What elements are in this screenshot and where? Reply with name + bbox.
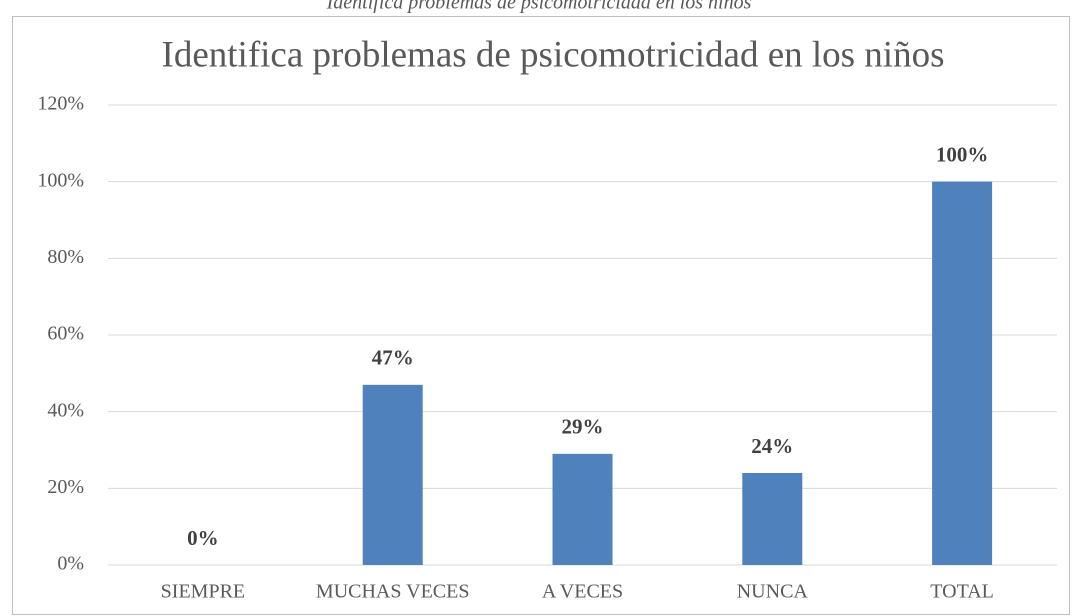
y-tick-label: 0% — [57, 553, 84, 575]
x-tick-label: MUCHAS VECES — [316, 581, 470, 603]
chart-title: Identifica problemas de psicomotricidad … — [162, 34, 945, 75]
value-label: 0% — [187, 526, 219, 550]
bar — [742, 473, 803, 565]
caption: Identifica problemas de psicomotricidad … — [326, 0, 752, 14]
value-label: 29% — [562, 415, 604, 439]
y-tick-label: 20% — [47, 476, 84, 498]
y-tick-label: 120% — [37, 93, 84, 115]
y-tick-label: 60% — [47, 323, 84, 345]
x-tick-label: TOTAL — [930, 581, 994, 603]
y-tick-label: 40% — [47, 399, 84, 421]
bar — [552, 453, 613, 565]
bar — [932, 181, 993, 565]
chart-border — [12, 16, 1070, 615]
value-label: 100% — [936, 142, 989, 166]
value-label: 47% — [372, 346, 414, 370]
x-tick-label: SIEMPRE — [161, 581, 245, 603]
value-label: 24% — [751, 434, 793, 458]
y-tick-label: 80% — [47, 246, 84, 268]
bar — [362, 384, 423, 565]
x-tick-label: A VECES — [542, 581, 623, 603]
x-tick-label: NUNCA — [737, 581, 809, 603]
y-tick-label: 100% — [37, 169, 84, 191]
